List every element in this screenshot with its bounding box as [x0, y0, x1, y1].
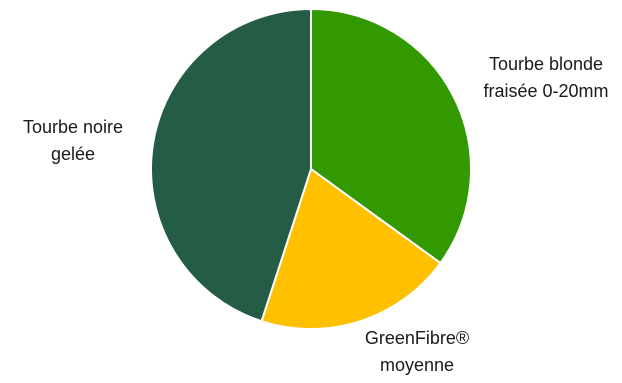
slice-label-1-line-1: moyenne — [380, 355, 454, 375]
slice-label-0-line-1: fraisée 0-20mm — [483, 81, 608, 101]
slice-label-1: GreenFibre® moyenne — [365, 328, 469, 375]
slice-label-0: Tourbe blonde fraisée 0-20mm — [483, 54, 608, 101]
pie-slice-2 — [150, 8, 312, 323]
slices-group — [150, 8, 472, 330]
labels-group: Tourbe blonde fraisée 0-20mm GreenFibre® mo… — [23, 54, 609, 375]
slice-label-2-line-1: gelée — [51, 144, 95, 164]
slice-label-1-line-0: GreenFibre® — [365, 328, 469, 348]
slice-label-2-line-0: Tourbe noire — [23, 117, 123, 137]
pie-slice-1 — [260, 168, 442, 330]
slice-label-0-line-0: Tourbe blonde — [489, 54, 603, 74]
slice-label-2: Tourbe noire gelée — [23, 117, 123, 164]
pie-slice-0 — [310, 8, 472, 265]
